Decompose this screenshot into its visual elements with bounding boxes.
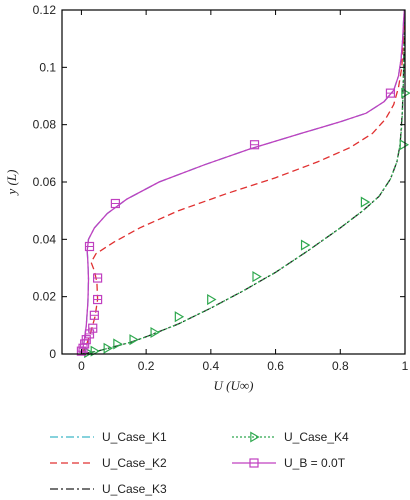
square-marker bbox=[81, 335, 91, 345]
y-tick-label: 0.1 bbox=[39, 60, 56, 74]
axis-layer: 0 0.2 0.4 0.6 0.8 1 0 0.02 0.04 0.06 0.08 0.1 0.12 bbox=[33, 3, 409, 373]
legend-entry: U_Case_K3 bbox=[50, 482, 167, 496]
legend-label: U_Case_K3 bbox=[102, 482, 167, 496]
y-axis-title: y (L) bbox=[4, 170, 19, 197]
x-tick-label: 0.8 bbox=[332, 359, 349, 373]
triangle-marker bbox=[401, 87, 410, 99]
triangle-marker bbox=[113, 338, 123, 350]
legend-label: U_Case_K1 bbox=[102, 430, 167, 444]
series-line bbox=[80, 10, 405, 354]
legend-label: U_B = 0.0T bbox=[284, 456, 346, 470]
square-marker bbox=[385, 88, 396, 98]
square-marker bbox=[249, 458, 259, 468]
square-marker bbox=[92, 273, 103, 283]
x-tick-label: 0.4 bbox=[203, 359, 220, 373]
legend: U_Case_K1 U_Case_K2 U_Case_K3 U_Case_K4 U_B … bbox=[50, 430, 349, 496]
series-layer bbox=[80, 10, 405, 354]
triangle-marker bbox=[150, 326, 160, 339]
x-axis-title: U (U∞) bbox=[214, 378, 254, 393]
square-marker bbox=[89, 310, 99, 320]
triangle-marker bbox=[360, 196, 371, 208]
y-tick-label: 0.04 bbox=[33, 232, 57, 246]
triangle-marker bbox=[207, 293, 217, 306]
y-tick-label: 0.12 bbox=[33, 3, 57, 17]
x-tick-label: 0 bbox=[78, 359, 85, 373]
square-marker bbox=[84, 241, 95, 252]
triangle-marker bbox=[300, 239, 311, 251]
y-tick-label: 0.06 bbox=[33, 175, 57, 189]
legend-label: U_Case_K2 bbox=[102, 456, 167, 470]
triangle-marker bbox=[399, 139, 410, 151]
triangle-marker bbox=[174, 311, 185, 323]
legend-entry: U_B = 0.0T bbox=[232, 456, 346, 470]
series-line bbox=[80, 10, 405, 354]
y-tick-label: 0.02 bbox=[33, 290, 57, 304]
y-tick-label: 0 bbox=[49, 347, 56, 361]
triangle-marker bbox=[129, 334, 139, 346]
square-marker bbox=[110, 198, 120, 209]
square-marker bbox=[249, 140, 260, 150]
legend-label: U_Case_K4 bbox=[284, 430, 349, 444]
y-tick-label: 0.08 bbox=[33, 118, 57, 132]
triangle-marker bbox=[103, 342, 113, 354]
x-tick-label: 1 bbox=[402, 359, 409, 373]
plot-frame bbox=[61, 9, 406, 355]
legend-entry: U_Case_K2 bbox=[50, 456, 167, 470]
series-line bbox=[81, 10, 405, 354]
legend-entry: U_Case_K1 bbox=[50, 430, 167, 444]
square-marker bbox=[92, 294, 103, 305]
triangle-marker bbox=[250, 431, 260, 443]
triangle-marker bbox=[252, 271, 262, 283]
legend-entry: U_Case_K4 bbox=[232, 430, 349, 444]
x-tick-label: 0.2 bbox=[138, 359, 155, 373]
series-line bbox=[81, 10, 405, 354]
series-line bbox=[80, 10, 405, 354]
square-marker bbox=[88, 323, 98, 333]
marker-layer bbox=[76, 87, 410, 359]
square-marker bbox=[84, 329, 95, 339]
triangle-marker bbox=[90, 345, 101, 357]
x-tick-label: 0.6 bbox=[267, 359, 284, 373]
